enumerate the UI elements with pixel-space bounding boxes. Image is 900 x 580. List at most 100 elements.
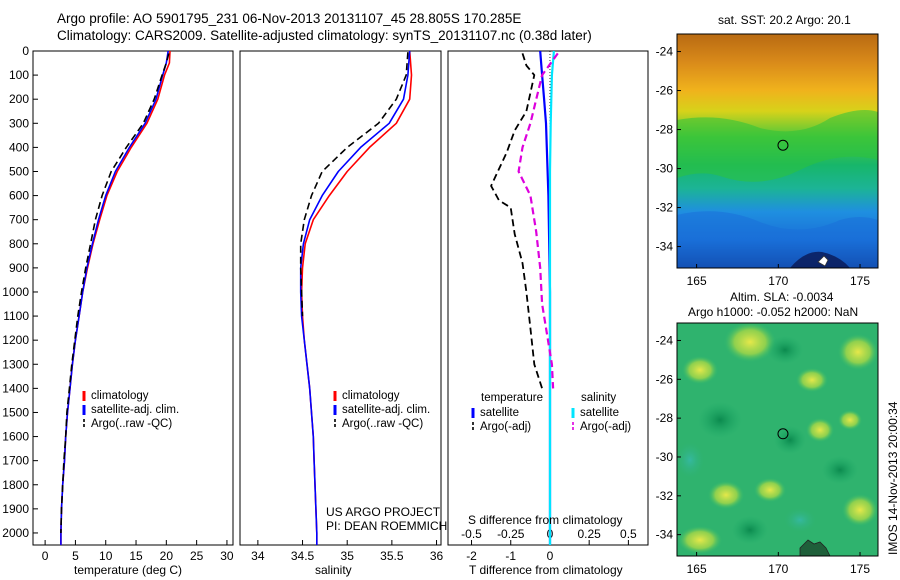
sst-map-island: [817, 255, 829, 267]
header-line-1: Argo profile: AO 5901795_231 06-Nov-2013…: [57, 11, 522, 26]
y-tick-label: 1800: [2, 478, 29, 492]
series-line: [517, 52, 559, 389]
map-y-tick-label: -26: [656, 372, 674, 386]
legend-label: climatology: [91, 390, 149, 402]
s-tick-label: 0.5: [620, 527, 637, 541]
y-tick-label: 200: [9, 92, 29, 106]
legend-label: Argo(-adj): [580, 421, 631, 433]
y-tick-label: 600: [9, 189, 29, 203]
sst-map-front: [677, 110, 878, 182]
y-tick-label: 500: [9, 164, 29, 178]
plot-frame: [32, 50, 234, 546]
series-line: [60, 50, 169, 545]
y-tick-label: 1900: [2, 502, 29, 516]
x-tick-label: -1: [505, 549, 516, 563]
y-tick-label: 1500: [2, 405, 29, 419]
y-tick-label: 1400: [2, 381, 29, 395]
map-y-tick-label: -28: [656, 411, 674, 425]
map-x-tick-label: 170: [768, 562, 788, 576]
x-tick-label: 0: [42, 549, 49, 563]
series-line: [300, 50, 413, 545]
x-tick-label: 0: [547, 549, 554, 563]
sla-map-title-line-2: Argo h1000: -0.052 h2000: NaN: [688, 305, 859, 319]
y-tick-label: 100: [9, 68, 29, 82]
map-y-tick-label: -30: [656, 450, 674, 464]
y-tick-label: 2000: [2, 526, 29, 540]
sst-map-frame: [676, 33, 879, 269]
series-line: [299, 52, 409, 317]
plot-frame: [239, 50, 442, 546]
legend-heading: temperature: [481, 392, 543, 404]
salinity-axis-label: salinity: [315, 563, 352, 577]
project-name: US ARGO PROJECT: [326, 505, 441, 519]
s-tick-label: 0.25: [577, 527, 601, 541]
x-tick-label: 20: [160, 549, 174, 563]
map-y-tick-label: -28: [656, 123, 674, 137]
legend-label: satellite-adj. clim.: [91, 404, 179, 416]
map-x-tick-label: 165: [687, 274, 707, 288]
plot-frame: [447, 50, 649, 546]
x-tick-label: 15: [129, 549, 143, 563]
x-tick-label: -2: [466, 549, 477, 563]
imos-timestamp: IMOS 14-Nov-2013 20:00:34: [886, 401, 900, 555]
x-tick-label: 36: [430, 549, 444, 563]
y-tick-label: 1100: [3, 309, 29, 323]
y-tick-label: 1000: [2, 285, 29, 299]
sst-map: 165 170 175 -24 -26 -28 -30 -32 -34: [656, 33, 879, 288]
map-y-tick-label: -24: [656, 333, 674, 347]
x-tick-label: 34.5: [291, 549, 315, 563]
map-x-tick-label: 165: [687, 562, 707, 576]
project-pi: PI: DEAN ROEMMICH: [326, 519, 448, 533]
legend-label: Argo(..raw -QC): [91, 418, 172, 430]
series-line: [60, 53, 170, 534]
legend-label: satellite: [480, 407, 519, 419]
difference-plot: -2 -1 0-0.5 -0.25 0 0.25 0.5temperaturesatelli…: [447, 50, 649, 563]
legend-label: satellite-adj. clim.: [342, 404, 430, 416]
x-tick-label: 5: [72, 549, 79, 563]
legend-heading: salinity: [581, 392, 616, 404]
x-tick-label: 25: [190, 549, 204, 563]
sla-map-frame: [676, 322, 879, 557]
map-x-tick-label: 170: [768, 274, 788, 288]
salinity-plot: 34 34.5 35 35.5 36 climatology satellite-adj. …: [239, 50, 444, 563]
map-x-tick-label: 175: [850, 562, 870, 576]
y-tick-label: 1300: [2, 357, 29, 371]
map-y-tick-label: -30: [656, 162, 674, 176]
legend-label: satellite: [580, 407, 619, 419]
y-tick-label: 1700: [2, 454, 29, 468]
x-tick-label: 10: [99, 549, 113, 563]
header-line-2: Climatology: CARS2009. Satellite-adjuste…: [57, 28, 592, 43]
s-tick-label: -0.25: [497, 527, 525, 541]
y-tick-label: 1600: [2, 430, 29, 444]
series-line: [299, 50, 411, 545]
map-y-tick-label: -34: [656, 528, 674, 542]
map-y-tick-label: -32: [656, 201, 674, 215]
series-line: [548, 50, 555, 545]
y-tick-label: 800: [9, 237, 29, 251]
x-tick-label: 35.5: [380, 549, 404, 563]
sla-map: 165 170 175 -24 -26 -28 -30 -32 -34: [656, 322, 879, 576]
sla-map-blobs: [676, 322, 878, 554]
y-tick-label: 400: [9, 140, 29, 154]
x-tick-label: 30: [220, 549, 234, 563]
sla-map-title-line-1: Altim. SLA: -0.0034: [730, 290, 834, 304]
s-difference-axis-label: S difference from climatology: [468, 513, 623, 527]
y-tick-label: 900: [9, 261, 29, 275]
t-difference-axis-label: T difference from climatology: [469, 563, 623, 577]
sst-map-title: sat. SST: 20.2 Argo: 20.1: [718, 13, 851, 27]
temperature-axis-label: temperature (deg C): [74, 563, 183, 577]
y-tick-label: 0: [22, 44, 29, 58]
map-y-tick-label: -24: [656, 45, 674, 59]
series-line: [490, 53, 543, 389]
y-tick-label: 300: [9, 116, 29, 130]
map-x-tick-label: 175: [850, 274, 870, 288]
sla-argo-location-marker: [777, 428, 789, 440]
map-y-tick-label: -32: [656, 489, 674, 503]
y-tick-label: 1200: [2, 333, 29, 347]
s-tick-label: -0.5: [461, 527, 482, 541]
sst-argo-location-marker: [777, 139, 789, 151]
legend-label: Argo(..raw -QC): [342, 418, 423, 430]
map-y-tick-label: -26: [656, 84, 674, 98]
legend-label: climatology: [342, 390, 400, 402]
